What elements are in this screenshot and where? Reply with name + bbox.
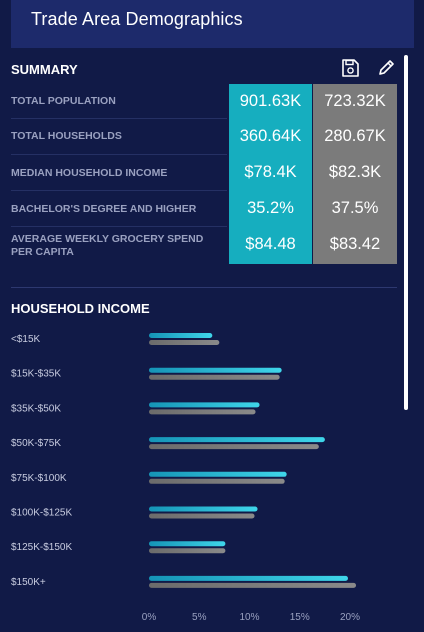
value-area1: $78.4K [244, 163, 297, 181]
category-label: $35K-$50K [11, 403, 61, 414]
bar-area2[interactable] [149, 478, 285, 484]
household-income-chart: <$15K $15K-$35K $35K-$50K $50K-$75K $75K-$10… [11, 333, 360, 623]
bar-area2[interactable] [149, 444, 319, 450]
value-area1: 360.64K [239, 127, 302, 145]
value-area1: 35.2% [247, 199, 294, 217]
bar-area2[interactable] [149, 340, 220, 345]
bar-area1[interactable] [149, 367, 282, 373]
row-divider [11, 190, 227, 191]
bar-area1[interactable] [149, 541, 226, 547]
category-label: $100K-$125K [11, 508, 72, 519]
bar-area1[interactable] [149, 333, 213, 338]
panel-title: Trade Area Demographics [31, 9, 243, 29]
value-area1: 901.63K [239, 92, 302, 110]
pencil-icon[interactable] [376, 58, 396, 78]
bar-area1[interactable] [149, 575, 348, 581]
row-label-bachelors-degree: BACHELOR'S DEGREE AND HIGHER [11, 203, 197, 215]
category-label: $125K-$150K [11, 542, 72, 553]
bar-area1[interactable] [149, 437, 325, 443]
value-area2: $82.3K [328, 163, 382, 181]
summary-title: SUMMARY [11, 62, 78, 77]
value-area2: 723.32K [324, 92, 386, 110]
row-label-line: AVERAGE WEEKLY GROCERY SPEND [11, 233, 204, 245]
bar-area2[interactable] [149, 513, 255, 519]
value-area2: 280.67K [324, 127, 386, 145]
row-divider [11, 226, 227, 227]
panel-header: Trade Area Demographics [11, 0, 414, 48]
category-label: <$15K [11, 334, 41, 345]
household-income-title: HOUSEHOLD INCOME [11, 301, 150, 316]
x-tick-label: 0% [142, 612, 157, 623]
row-label-total-population: TOTAL POPULATION [11, 95, 116, 107]
category-label: $150K+ [11, 577, 46, 588]
row-divider [11, 118, 227, 119]
bar-area2[interactable] [149, 582, 357, 588]
value-area1: $84.48 [245, 235, 296, 253]
x-tick-label: 15% [290, 612, 310, 623]
area1-column [229, 84, 312, 264]
row-divider [11, 154, 227, 155]
value-area2: 37.5% [331, 199, 379, 217]
row-label-median-household-income: MEDIAN HOUSEHOLD INCOME [11, 167, 168, 179]
section-divider [11, 287, 397, 288]
row-label-grocery-spend: AVERAGE WEEKLY GROCERY SPEND PER CAPITA [11, 233, 226, 259]
x-tick-label: 5% [192, 612, 207, 623]
bar-area2[interactable] [149, 548, 226, 554]
scrollbar-thumb[interactable] [404, 55, 408, 410]
value-area2: $83.42 [329, 235, 381, 253]
x-tick-label: 10% [239, 612, 259, 623]
area2-column [313, 84, 397, 264]
x-tick-label: 20% [340, 612, 360, 623]
row-label-total-households: TOTAL HOUSEHOLDS [11, 130, 122, 142]
category-label: $75K-$100K [11, 473, 67, 484]
category-label: $50K-$75K [11, 438, 61, 449]
bar-area1[interactable] [149, 506, 258, 512]
category-label: $15K-$35K [11, 369, 61, 380]
row-label-line: PER CAPITA [11, 246, 74, 258]
bar-area1[interactable] [149, 471, 287, 477]
save-icon[interactable] [340, 58, 360, 78]
bar-area2[interactable] [149, 409, 256, 415]
bar-area2[interactable] [149, 374, 280, 380]
bar-area1[interactable] [149, 402, 260, 408]
